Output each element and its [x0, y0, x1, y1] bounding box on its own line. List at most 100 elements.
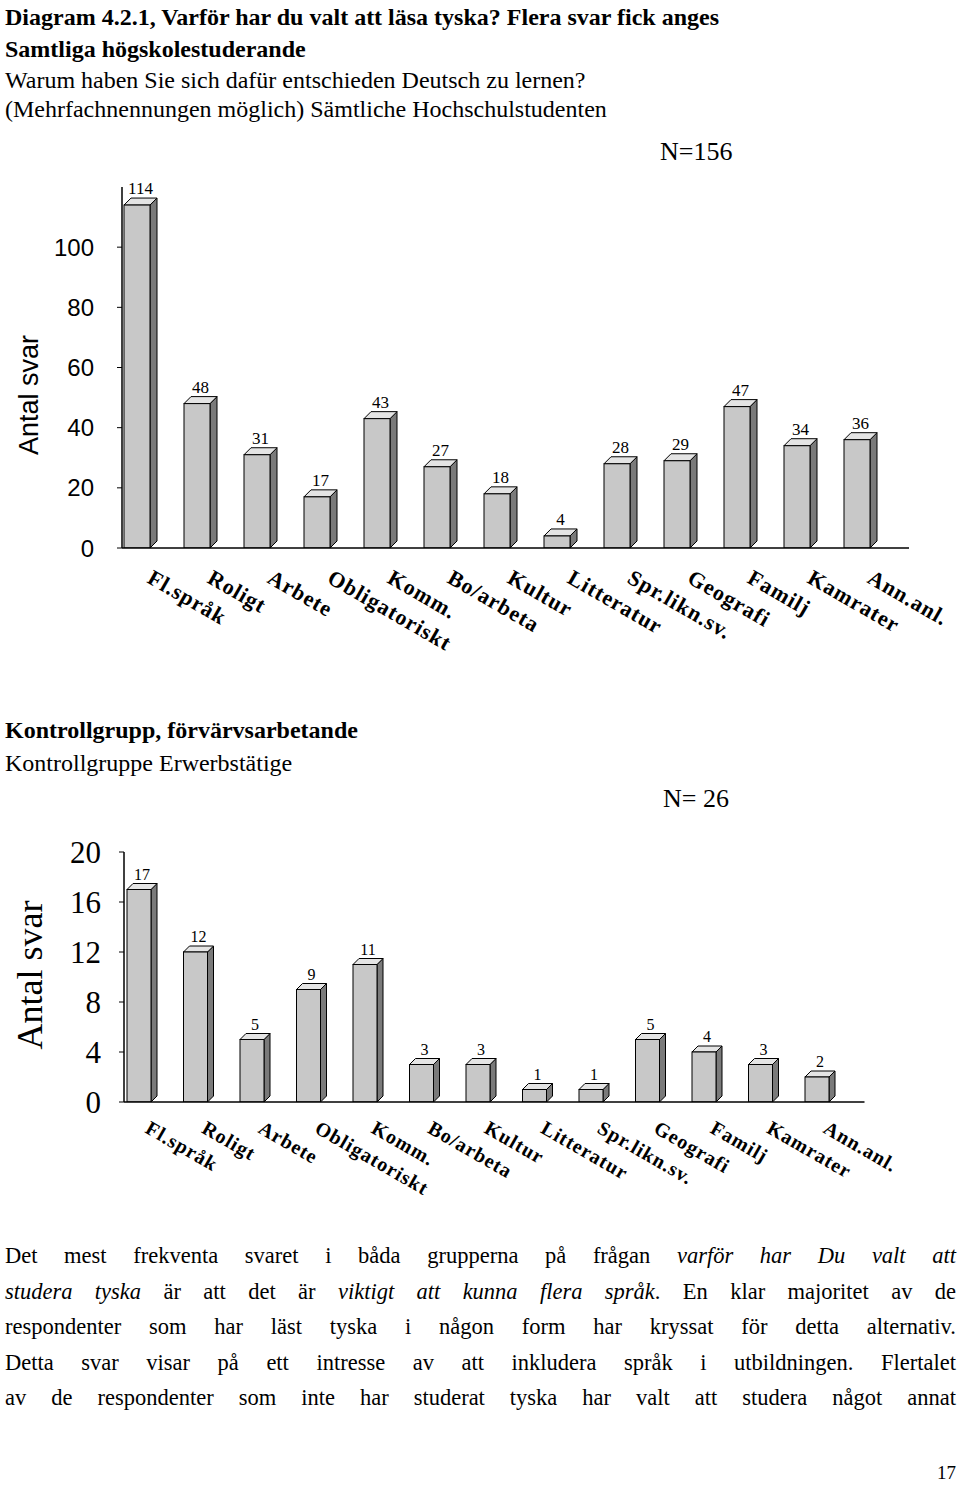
- x-tick-label: Komm.: [368, 1116, 439, 1169]
- bar-top: [184, 397, 217, 404]
- bar-top: [749, 1059, 779, 1065]
- y-axis-label: Antal svar: [10, 901, 50, 1050]
- data-label: 5: [647, 1016, 655, 1033]
- y-tick-label: 8: [86, 985, 102, 1020]
- data-label: 48: [192, 378, 209, 397]
- x-tick-label: Ann.anl.: [864, 565, 953, 631]
- x-tick-label: Arbete: [264, 565, 338, 622]
- bar: [240, 1040, 264, 1103]
- y-tick-label: 16: [70, 885, 101, 920]
- bar: [784, 446, 810, 548]
- text-line: studera tyska är att det är viktigt att …: [5, 1274, 956, 1310]
- y-axis: [123, 852, 125, 1102]
- text: Det mest frekventa svaret i båda grupper…: [5, 1243, 677, 1268]
- text-line: respondenter som har läst tyska i någon …: [5, 1309, 956, 1345]
- data-label: 4: [556, 510, 565, 529]
- bar: [636, 1040, 660, 1103]
- bar-top: [304, 490, 337, 497]
- bar-top: [244, 448, 277, 455]
- x-tick-label: Ann.anl.: [820, 1116, 901, 1176]
- chart: Kontrollgrupp, förvärvsarbetandeKontroll…: [5, 717, 901, 1200]
- y-tick-label: 4: [86, 1035, 102, 1070]
- bar-side: [377, 959, 383, 1103]
- bar-top: [240, 1034, 270, 1040]
- data-label: 9: [308, 966, 316, 983]
- data-label: 17: [134, 866, 150, 883]
- data-label: 2: [816, 1053, 824, 1070]
- text: är att det är: [141, 1279, 338, 1304]
- bar-top: [184, 946, 214, 952]
- chart-title: Kontrollgrupp, förvärvsarbetande: [5, 717, 358, 743]
- bar-side: [150, 198, 157, 548]
- bar: [749, 1065, 773, 1103]
- chart: N=156Antal svar0204060801001144831174327…: [14, 137, 953, 656]
- data-label: 18: [492, 468, 509, 487]
- y-tick-label: 60: [67, 354, 94, 381]
- bar-side: [630, 457, 637, 548]
- bar-top: [805, 1071, 835, 1077]
- bar: [724, 407, 750, 548]
- y-tick-label: 0: [81, 535, 94, 562]
- bar-side: [330, 490, 337, 548]
- bar: [124, 205, 150, 548]
- bar: [184, 404, 210, 548]
- bar: [523, 1090, 547, 1103]
- bars: [124, 198, 877, 548]
- data-label: 12: [191, 928, 207, 945]
- data-label: 43: [372, 393, 389, 412]
- x-tick-label: Kultur: [481, 1116, 548, 1168]
- y-tick-label: 100: [54, 234, 94, 261]
- y-tick-label: 12: [70, 935, 101, 970]
- body-text: Det mest frekventa svaret i båda grupper…: [5, 1238, 956, 1416]
- emphasis: varför har Du valt att: [677, 1243, 956, 1268]
- bar-side: [208, 946, 214, 1102]
- y-tick-label: 20: [70, 835, 101, 870]
- y-tick-label: 20: [67, 474, 94, 501]
- bar-top: [364, 412, 397, 419]
- x-tick-label: Familj: [707, 1116, 773, 1167]
- bar: [410, 1065, 434, 1103]
- bar-side: [716, 1046, 722, 1102]
- bars: [127, 884, 835, 1103]
- x-axis: [122, 547, 909, 549]
- x-axis: [124, 1101, 865, 1103]
- bar: [844, 440, 870, 548]
- data-label: 34: [792, 420, 810, 439]
- annotation: N= 26: [663, 784, 729, 813]
- bar: [184, 952, 208, 1102]
- bar-top: [636, 1034, 666, 1040]
- bar: [604, 464, 630, 548]
- bar-top: [424, 460, 457, 467]
- data-label: 1: [534, 1066, 542, 1083]
- bar: [664, 461, 690, 548]
- bar-top: [127, 884, 157, 890]
- y-tick-label: 80: [67, 294, 94, 321]
- bar-top: [724, 400, 757, 407]
- x-tick-label: Familj: [744, 565, 816, 621]
- x-tick-label: Komm.: [384, 565, 462, 624]
- bar-top: [664, 454, 697, 461]
- bar-top: [692, 1046, 722, 1052]
- heading: Diagram 4.2.1, Varför har du valt att lä…: [5, 4, 719, 30]
- data-label: 4: [703, 1028, 711, 1045]
- bar-side: [810, 439, 817, 548]
- text: av de respondenter som inte har studerat…: [5, 1385, 956, 1410]
- data-label: 5: [251, 1016, 259, 1033]
- bar: [466, 1065, 490, 1103]
- y-axis: [121, 187, 123, 548]
- bar: [692, 1052, 716, 1102]
- bar-side: [870, 433, 877, 548]
- data-label: 31: [252, 429, 269, 448]
- y-tick-label: 0: [86, 1085, 102, 1120]
- data-label: 114: [128, 179, 153, 198]
- bar: [579, 1090, 603, 1103]
- data-label: 17: [312, 471, 330, 490]
- text: respondenter som har läst tyska i någon …: [5, 1314, 956, 1339]
- bar-side: [270, 448, 277, 548]
- text-line: Det mest frekventa svaret i båda grupper…: [5, 1238, 956, 1274]
- bar-top: [353, 959, 383, 965]
- bar: [364, 419, 390, 548]
- bar-side: [773, 1059, 779, 1103]
- x-tick-label: Roligt: [204, 565, 271, 618]
- emphasis: viktigt att kunna flera språk: [338, 1279, 655, 1304]
